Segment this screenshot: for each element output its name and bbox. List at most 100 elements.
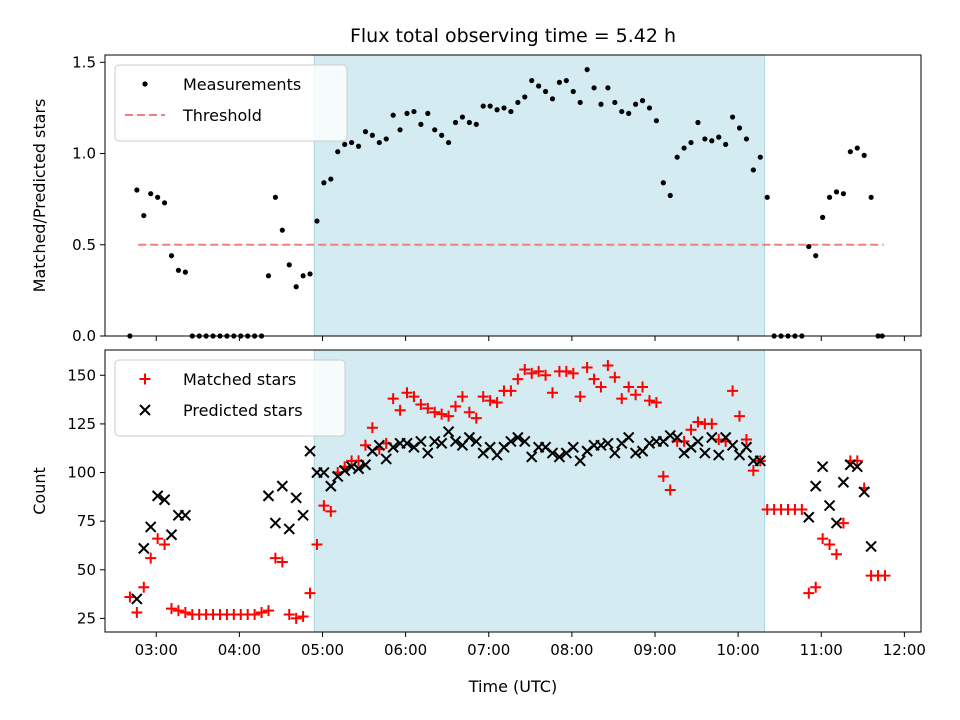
- data-point: [491, 397, 503, 409]
- data-point: [844, 459, 857, 471]
- data-point: [757, 154, 763, 160]
- data-point: [591, 85, 597, 91]
- data-point: [688, 139, 694, 146]
- data-point: [823, 499, 836, 512]
- data-point: [556, 79, 563, 85]
- x-tick-label: 12:00: [883, 641, 926, 659]
- data-point: [355, 143, 362, 149]
- data-point: [837, 517, 849, 529]
- plot-frame: [104, 54, 922, 337]
- data-point: [695, 119, 701, 126]
- data-point: [401, 437, 413, 450]
- data-point: [307, 271, 313, 277]
- data-point: [297, 509, 309, 522]
- data-point: [729, 114, 736, 120]
- data-point: [501, 105, 507, 111]
- data-point: [820, 214, 826, 220]
- data-point: [452, 119, 459, 126]
- data-point: [505, 385, 517, 397]
- data-point: [533, 365, 545, 377]
- data-point: [824, 538, 836, 550]
- x-tick-label: 09:00: [633, 641, 676, 659]
- data-point: [616, 393, 628, 405]
- data-point: [609, 447, 621, 459]
- data-point: [318, 500, 330, 512]
- data-point: [764, 194, 770, 200]
- data-point: [685, 424, 697, 436]
- data-point: [605, 85, 611, 91]
- data-point: [740, 433, 752, 445]
- data-point: [588, 373, 600, 385]
- data-point: [342, 141, 348, 148]
- data-point: [463, 431, 476, 444]
- data-point: [411, 108, 417, 115]
- series-measurements: [127, 66, 885, 339]
- data-point: [865, 540, 877, 553]
- data-point: [699, 447, 711, 459]
- data-point: [623, 381, 635, 393]
- data-point: [810, 581, 822, 593]
- data-point: [577, 99, 583, 106]
- data-point: [175, 267, 182, 273]
- data-point: [134, 187, 140, 193]
- data-point: [145, 552, 157, 564]
- data-point: [526, 367, 538, 379]
- data-point: [415, 398, 427, 410]
- data-point: [283, 608, 295, 620]
- data-point: [152, 533, 164, 545]
- data-point: [750, 167, 756, 173]
- data-point: [519, 363, 531, 375]
- data-point: [861, 152, 867, 158]
- data-point: [366, 422, 378, 434]
- data-point: [408, 391, 420, 403]
- data-point: [692, 435, 704, 448]
- data-point: [598, 101, 604, 107]
- data-point: [612, 99, 618, 106]
- legend-box: [114, 359, 346, 437]
- data-point: [172, 605, 184, 617]
- data-point: [290, 492, 302, 504]
- data-point: [138, 542, 150, 555]
- data-point: [276, 556, 288, 568]
- data-point: [563, 77, 569, 84]
- data-point: [633, 101, 639, 107]
- data-point: [182, 269, 188, 275]
- data-point: [349, 139, 355, 146]
- data-point: [369, 132, 375, 138]
- data-point: [145, 521, 157, 533]
- data-point: [626, 110, 632, 116]
- data-point: [833, 189, 840, 195]
- data-point: [487, 103, 493, 109]
- y-tick-label: 0.0: [72, 327, 96, 345]
- data-point: [276, 480, 289, 492]
- observing-window-shade: [313, 54, 765, 337]
- data-point: [519, 435, 531, 448]
- y-tick-label: 1.5: [72, 53, 96, 71]
- y-tick-label: 25: [77, 609, 96, 627]
- data-point: [265, 273, 272, 279]
- data-point: [445, 139, 452, 146]
- data-point: [522, 94, 528, 100]
- data-point: [570, 88, 576, 95]
- data-point: [847, 149, 853, 155]
- data-point: [404, 110, 410, 116]
- data-point: [830, 517, 843, 529]
- legend: Measurements Threshold: [114, 64, 348, 142]
- data-point: [325, 505, 337, 517]
- y-tick-label: 150: [67, 366, 96, 384]
- data-point: [249, 608, 261, 620]
- data-point: [619, 108, 625, 115]
- legend-label: Measurements: [183, 75, 301, 94]
- data-point: [304, 587, 316, 599]
- legend-label: Threshold: [182, 106, 262, 125]
- data-point: [415, 435, 427, 448]
- y-tick-label: 0.5: [72, 236, 96, 254]
- data-point: [868, 194, 874, 200]
- data-point: [269, 517, 282, 529]
- data-point: [657, 470, 669, 482]
- data-point: [637, 381, 649, 393]
- data-point: [269, 552, 281, 564]
- x-tick-label: 10:00: [717, 641, 760, 659]
- legend: Matched stars Predicted stars: [114, 359, 346, 437]
- data-point: [515, 99, 521, 106]
